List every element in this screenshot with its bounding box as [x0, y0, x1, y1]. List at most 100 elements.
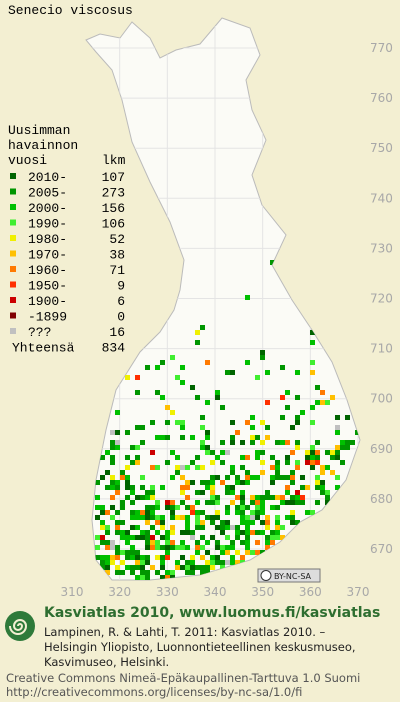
legend-swatch [10, 328, 16, 334]
legend-label: 2005- [28, 186, 67, 201]
grid-square [265, 545, 270, 550]
grid-square [185, 565, 190, 570]
grid-square [205, 400, 210, 405]
grid-square [235, 525, 240, 530]
grid-square [135, 515, 140, 520]
grid-square [110, 430, 115, 435]
grid-square [95, 480, 100, 485]
grid-square [225, 535, 230, 540]
grid-square [335, 475, 340, 480]
grid-square [145, 555, 150, 560]
grid-square [195, 500, 200, 505]
grid-square [275, 460, 280, 465]
grid-square [105, 525, 110, 530]
grid-square [110, 455, 115, 460]
grid-square [125, 530, 130, 535]
legend-swatch [10, 188, 16, 195]
grid-square [140, 475, 145, 480]
grid-square [250, 510, 255, 515]
grid-square [170, 500, 175, 505]
grid-square [265, 425, 270, 430]
grid-square [205, 570, 210, 575]
grid-square [285, 490, 290, 495]
y-tick-label: 710 [370, 342, 393, 356]
grid-square [215, 495, 220, 500]
grid-square [195, 395, 200, 400]
grid-square [120, 520, 125, 525]
grid-square [140, 485, 145, 490]
grid-square [160, 515, 165, 520]
grid-square [225, 475, 230, 480]
grid-square [130, 555, 135, 560]
grid-square [245, 535, 250, 540]
grid-square [135, 560, 140, 565]
grid-square [225, 450, 230, 455]
grid-square [130, 545, 135, 550]
grid-square [140, 560, 145, 565]
grid-square [150, 525, 155, 530]
license-line: http://creativecommons.org/licenses/by-n… [6, 685, 302, 699]
grid-square [210, 495, 215, 500]
grid-square [145, 510, 150, 515]
grid-square [95, 555, 100, 560]
grid-square [200, 445, 205, 450]
grid-square [210, 520, 215, 525]
grid-square [310, 465, 315, 470]
grid-square [120, 505, 125, 510]
grid-square [155, 390, 160, 395]
grid-square [270, 480, 275, 485]
grid-square [130, 570, 135, 575]
grid-square [125, 535, 130, 540]
grid-square [105, 565, 110, 570]
grid-square [190, 460, 195, 465]
grid-square [240, 510, 245, 515]
grid-square [255, 495, 260, 500]
grid-square [170, 515, 175, 520]
grid-square [320, 465, 325, 470]
grid-square [140, 515, 145, 520]
grid-square [285, 515, 290, 520]
grid-square [215, 525, 220, 530]
grid-square [275, 515, 280, 520]
grid-square [230, 545, 235, 550]
grid-square [190, 480, 195, 485]
grid-square [200, 325, 205, 330]
grid-square [165, 535, 170, 540]
grid-square [190, 565, 195, 570]
grid-square [105, 530, 110, 535]
grid-square [275, 465, 280, 470]
grid-square [95, 535, 100, 540]
grid-square [110, 440, 115, 445]
grid-square [170, 510, 175, 515]
grid-square [130, 460, 135, 465]
legend-heading: vuosi [8, 153, 47, 168]
grid-square [180, 530, 185, 535]
grid-square [125, 485, 130, 490]
grid-square [210, 500, 215, 505]
grid-square [295, 490, 300, 495]
grid-square [115, 510, 120, 515]
grid-square [145, 365, 150, 370]
grid-square [115, 545, 120, 550]
grid-square [155, 530, 160, 535]
grid-square [215, 515, 220, 520]
citation-line: Lampinen, R. & Lahti, T. 2011: Kasviatla… [44, 625, 326, 639]
grid-square [245, 455, 250, 460]
grid-square [205, 480, 210, 485]
grid-square [315, 485, 320, 490]
grid-square [230, 555, 235, 560]
grid-square [255, 455, 260, 460]
grid-square [310, 330, 315, 335]
grid-square [295, 520, 300, 525]
grid-square [275, 440, 280, 445]
grid-square [110, 480, 115, 485]
y-tick-label: 750 [370, 141, 393, 155]
grid-square [310, 455, 315, 460]
grid-square [120, 570, 125, 575]
grid-square [150, 420, 155, 425]
grid-square [180, 435, 185, 440]
grid-square [185, 515, 190, 520]
grid-square [280, 395, 285, 400]
footer: Kasviatlas 2010, www.luomus.fi/kasviatla… [5, 605, 380, 699]
grid-square [170, 545, 175, 550]
